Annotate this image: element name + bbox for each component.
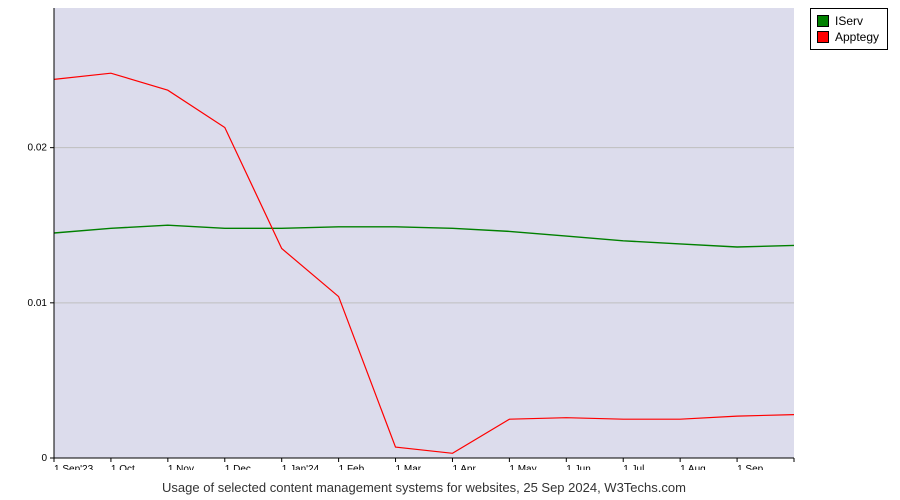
svg-text:1 Jul: 1 Jul [623,464,644,470]
legend: IServApptegy [810,8,888,50]
svg-text:0: 0 [41,453,47,464]
svg-text:1 May: 1 May [509,464,536,470]
svg-text:1 Mar: 1 Mar [396,464,422,470]
svg-text:0.02: 0.02 [28,143,48,154]
svg-text:1 Dec: 1 Dec [225,464,251,470]
chart-caption: Usage of selected content management sys… [54,480,794,495]
legend-item: Apptegy [817,29,879,45]
svg-text:1 Aug: 1 Aug [680,464,706,470]
svg-text:1 Jun: 1 Jun [566,464,590,470]
line-chart: 0 0.01 0.02 1 Sep'23 1 Oct 1 Nov 1 Dec 1 Jan'24… [0,0,900,470]
legend-swatch [817,15,829,27]
svg-text:1 Sep'23: 1 Sep'23 [54,464,94,470]
legend-item: IServ [817,13,879,29]
svg-text:0.01: 0.01 [28,298,48,309]
svg-text:1 Apr: 1 Apr [452,464,476,470]
legend-swatch [817,31,829,43]
svg-text:1 Sep: 1 Sep [737,464,764,470]
chart-container: 0 0.01 0.02 1 Sep'23 1 Oct 1 Nov 1 Dec 1 Jan'24… [0,0,900,470]
svg-text:1 Jan'24: 1 Jan'24 [282,464,320,470]
svg-text:1 Nov: 1 Nov [168,464,194,470]
svg-text:1 Oct: 1 Oct [111,464,135,470]
legend-label: IServ [835,13,863,29]
legend-label: Apptegy [835,29,879,45]
svg-text:1 Feb: 1 Feb [339,464,365,470]
